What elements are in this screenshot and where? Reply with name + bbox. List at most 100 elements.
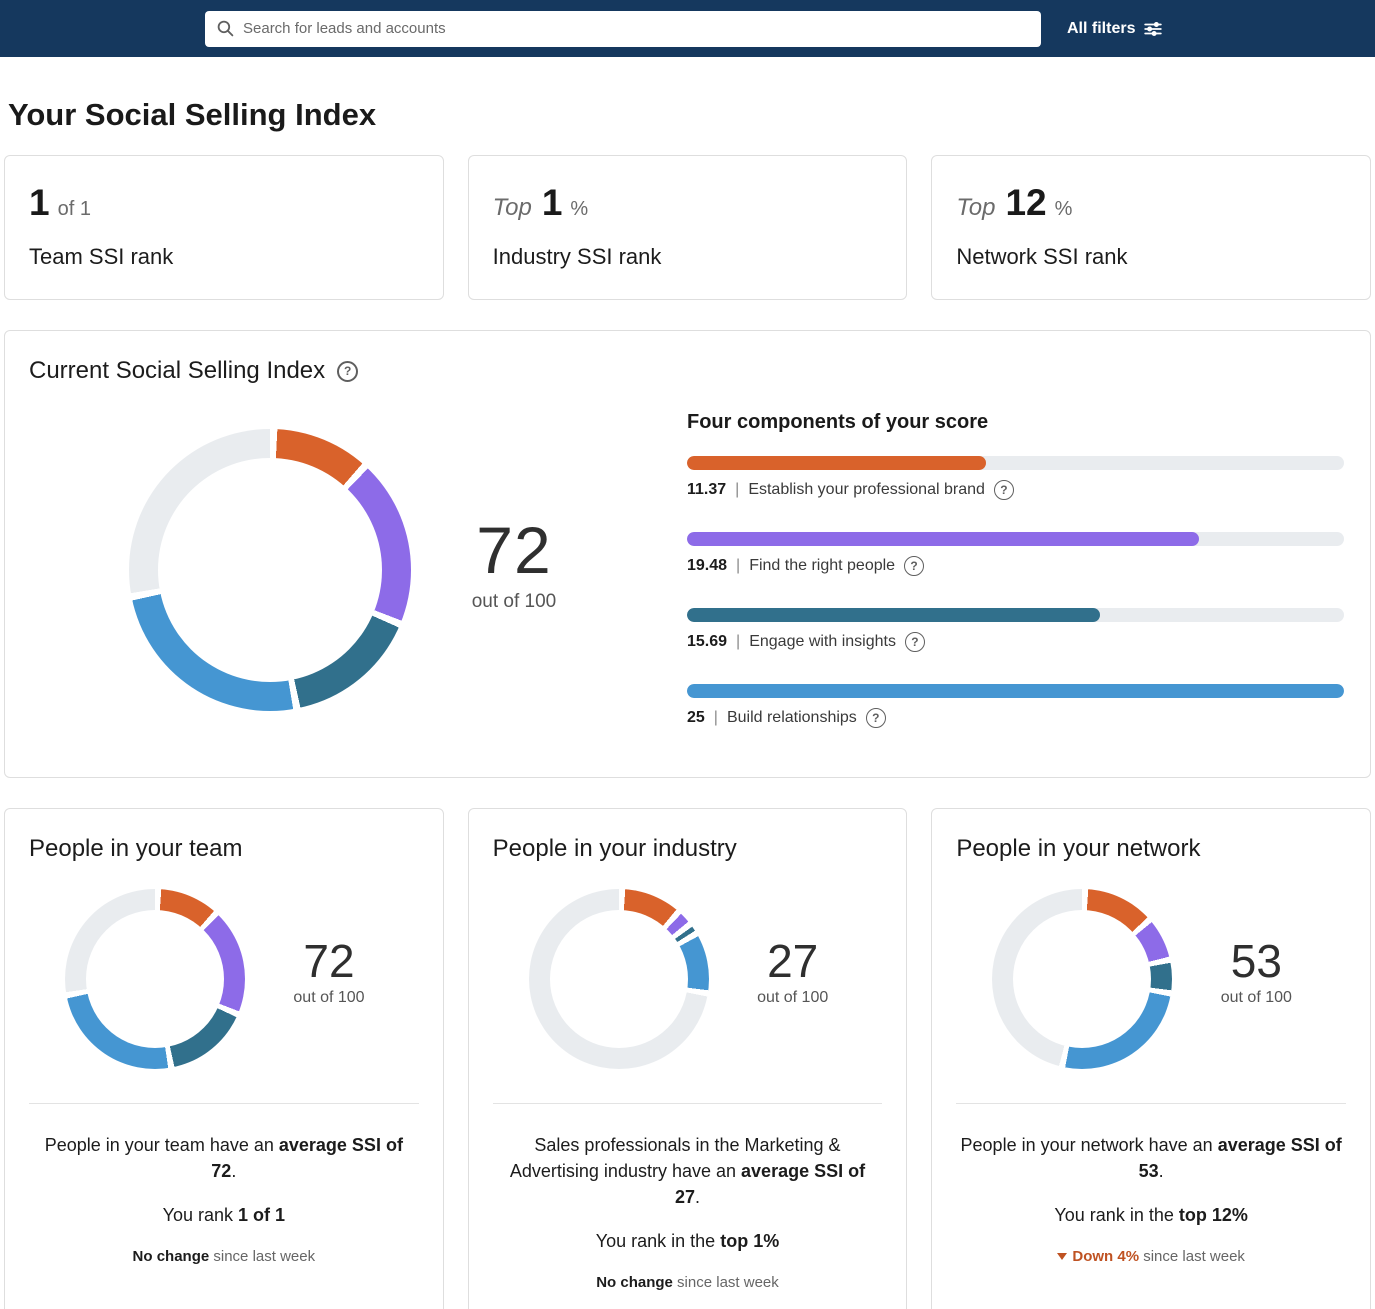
help-icon[interactable]: ? [993,480,1014,500]
rank-value: 1 [29,182,50,223]
ssi-score: 72 [476,513,552,587]
component-label: 19.48 | Find the right people ? [687,556,1344,576]
component-separator: | [735,481,740,498]
help-icon[interactable]: ? [904,632,925,652]
summary-line: People in your network have an average S… [960,1135,1342,1182]
rank-cards-row: 1 of 1 Team SSI rank Top 1 % Industry SS… [4,155,1371,300]
component-separator: | [736,633,741,650]
component-value: 15.69 [687,633,728,650]
donut-row: 72 out of 100 [29,889,419,1069]
ssi-donut-chart [129,429,411,711]
component-bar-track [687,532,1344,546]
current-ssi-title: Current Social Selling Index [29,357,326,384]
component-name: Engage with insights [749,633,896,650]
topbar: All filters [0,0,1375,57]
component-bar-fill [687,532,1199,546]
component-value: 25 [687,709,705,726]
rank-suffix: % [1054,198,1073,220]
industry-score: 27 [767,935,819,987]
ssi-score-outof: out of 100 [471,591,557,612]
rank-line: You rank in the top 1% [595,1231,780,1252]
score-outof: out of 100 [757,989,829,1007]
score-block: 53 out of 100 [1210,937,1302,1007]
people-cards-row: People in your team 72 out of 100 People… [4,808,1371,1309]
down-arrow-icon [1057,1253,1068,1261]
all-filters-button[interactable]: All filters [1067,19,1163,38]
component-brand: 11.37 | Establish your professional bran… [687,456,1344,500]
component-bar-fill [687,456,986,470]
rank-suffix: of 1 [57,198,91,220]
rank-label: Network SSI rank [956,244,1128,269]
component-label: 25 | Build relationships ? [687,708,1344,728]
help-icon[interactable]: ? [904,556,925,576]
divider [29,1103,419,1104]
component-value: 11.37 [687,481,727,498]
component-name: Establish your professional brand [748,481,985,498]
change-line: No change since last week [132,1248,316,1266]
component-separator: | [736,557,741,574]
card-title: People in your industry [492,835,737,862]
component-find-people: 19.48 | Find the right people ? [687,532,1344,576]
filter-sliders-icon [1144,20,1163,38]
component-separator: | [713,709,718,726]
change-line: Down 4% since last week [960,1246,1342,1268]
component-label: 11.37 | Establish your professional bran… [687,480,1344,500]
score-outof: out of 100 [1220,989,1292,1007]
summary-line: Sales professionals in the Marketing & A… [509,1135,866,1208]
rank-line: You rank in the top 12% [1054,1205,1248,1226]
rank-label: Team SSI rank [29,244,174,269]
search-input[interactable] [243,20,1029,37]
rank-suffix: % [570,198,589,220]
rank-prefix: Top [492,194,532,221]
help-icon[interactable]: ? [865,708,886,728]
score-block: 27 out of 100 [747,937,839,1007]
current-ssi-card: Current Social Selling Index ? 72 out of… [4,330,1371,778]
summary-line: People in your team have an average SSI … [44,1135,403,1182]
people-industry-card: People in your industry 27 out of 100 Sa… [467,808,908,1309]
rank-line: You rank 1 of 1 [162,1205,286,1226]
network-score: 53 [1230,935,1282,987]
change-line: No change since last week [596,1274,779,1292]
people-team-card: People in your team 72 out of 100 People… [4,808,444,1309]
card-summary: People in your team have an average SSI … [29,1132,419,1268]
component-bar-fill [687,608,1100,622]
rank-prefix: Top [956,194,996,221]
rank-value-row: 1 of 1 [29,182,419,224]
team-ssi-rank-card: 1 of 1 Team SSI rank [4,155,444,300]
search-box[interactable] [205,10,1041,47]
card-summary: Sales professionals in the Marketing & A… [493,1132,883,1294]
component-bar-fill [687,684,1344,698]
divider [492,1103,883,1104]
main-content: Your Social Selling Index 1 of 1 Team SS… [0,97,1375,1309]
component-bar-track [687,456,1344,470]
network-donut-chart [992,889,1173,1069]
component-engage: 15.69 | Engage with insights ? [687,608,1344,652]
score-outof: out of 100 [293,989,365,1007]
divider [956,1103,1346,1104]
people-network-card: People in your network 53 out of 100 Peo… [931,808,1371,1309]
card-summary: People in your network have an average S… [956,1132,1346,1268]
team-donut-chart [65,889,245,1069]
rank-label: Industry SSI rank [492,244,662,269]
team-score: 72 [303,935,355,987]
rank-value: 12 [1005,182,1047,223]
score-components: Four components of your score 11.37 | Es… [687,403,1346,760]
all-filters-label: All filters [1067,19,1136,37]
help-icon[interactable]: ? [337,360,359,382]
donut-row: 27 out of 100 [493,889,883,1069]
card-title: People in your network [956,835,1201,862]
card-title: People in your team [29,835,243,862]
rank-value: 1 [541,182,563,223]
page-title: Your Social Selling Index [8,97,377,132]
industry-ssi-rank-card: Top 1 % Industry SSI rank [467,155,908,300]
component-name: Find the right people [749,557,896,574]
network-ssi-rank-card: Top 12 % Network SSI rank [931,155,1371,300]
score-block: 72 out of 100 [283,937,375,1007]
ssi-score-block: 72 out of 100 [455,517,573,613]
rank-value-row: Top 12 % [956,182,1346,224]
component-name: Build relationships [726,709,857,726]
component-bar-track [687,608,1344,622]
search-icon [217,20,234,37]
component-bar-track [687,684,1344,698]
donut-row: 53 out of 100 [956,889,1346,1069]
